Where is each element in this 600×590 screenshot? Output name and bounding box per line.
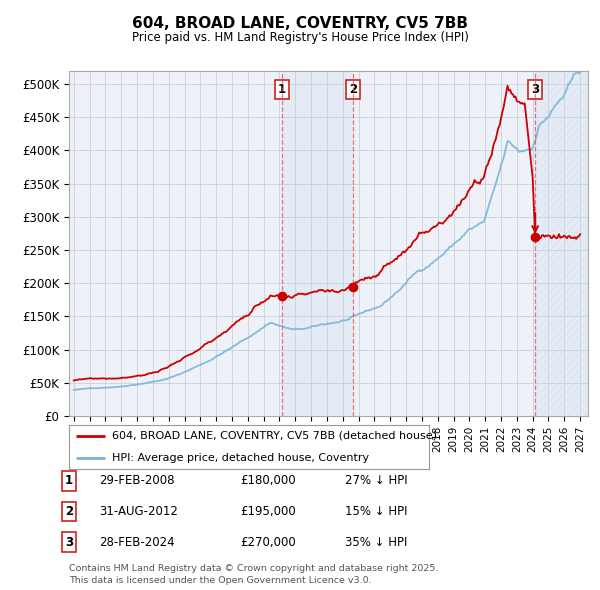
Text: 31-AUG-2012: 31-AUG-2012 [99, 505, 178, 518]
Text: Price paid vs. HM Land Registry's House Price Index (HPI): Price paid vs. HM Land Registry's House … [131, 31, 469, 44]
Text: Contains HM Land Registry data © Crown copyright and database right 2025.
This d: Contains HM Land Registry data © Crown c… [69, 565, 439, 585]
Text: HPI: Average price, detached house, Coventry: HPI: Average price, detached house, Cove… [112, 453, 370, 463]
Bar [282, 71, 353, 416]
Text: 3: 3 [65, 536, 73, 549]
Text: 15% ↓ HPI: 15% ↓ HPI [345, 505, 407, 518]
Text: 604, BROAD LANE, COVENTRY, CV5 7BB (detached house): 604, BROAD LANE, COVENTRY, CV5 7BB (deta… [112, 431, 437, 441]
Text: 28-FEB-2024: 28-FEB-2024 [99, 536, 175, 549]
Text: 35% ↓ HPI: 35% ↓ HPI [345, 536, 407, 549]
Text: £180,000: £180,000 [240, 474, 296, 487]
Text: 604, BROAD LANE, COVENTRY, CV5 7BB: 604, BROAD LANE, COVENTRY, CV5 7BB [132, 16, 468, 31]
Text: £195,000: £195,000 [240, 505, 296, 518]
Bar [535, 71, 588, 416]
Text: 1: 1 [65, 474, 73, 487]
Text: 3: 3 [531, 83, 539, 96]
Text: 27% ↓ HPI: 27% ↓ HPI [345, 474, 407, 487]
Text: 29-FEB-2008: 29-FEB-2008 [99, 474, 175, 487]
Text: £270,000: £270,000 [240, 536, 296, 549]
Text: 2: 2 [65, 505, 73, 518]
Text: 2: 2 [349, 83, 358, 96]
Text: 1: 1 [278, 83, 286, 96]
